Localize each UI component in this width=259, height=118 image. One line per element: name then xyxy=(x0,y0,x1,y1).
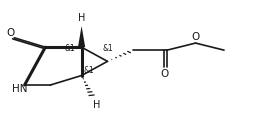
Text: HN: HN xyxy=(12,84,27,94)
Text: &1: &1 xyxy=(102,44,113,53)
Text: &1: &1 xyxy=(84,66,95,75)
Text: H: H xyxy=(93,100,101,110)
Text: O: O xyxy=(7,28,15,38)
Text: O: O xyxy=(160,69,169,79)
Text: &1: &1 xyxy=(64,44,75,53)
Text: O: O xyxy=(191,32,200,42)
Text: H: H xyxy=(78,13,85,23)
Polygon shape xyxy=(78,26,85,47)
